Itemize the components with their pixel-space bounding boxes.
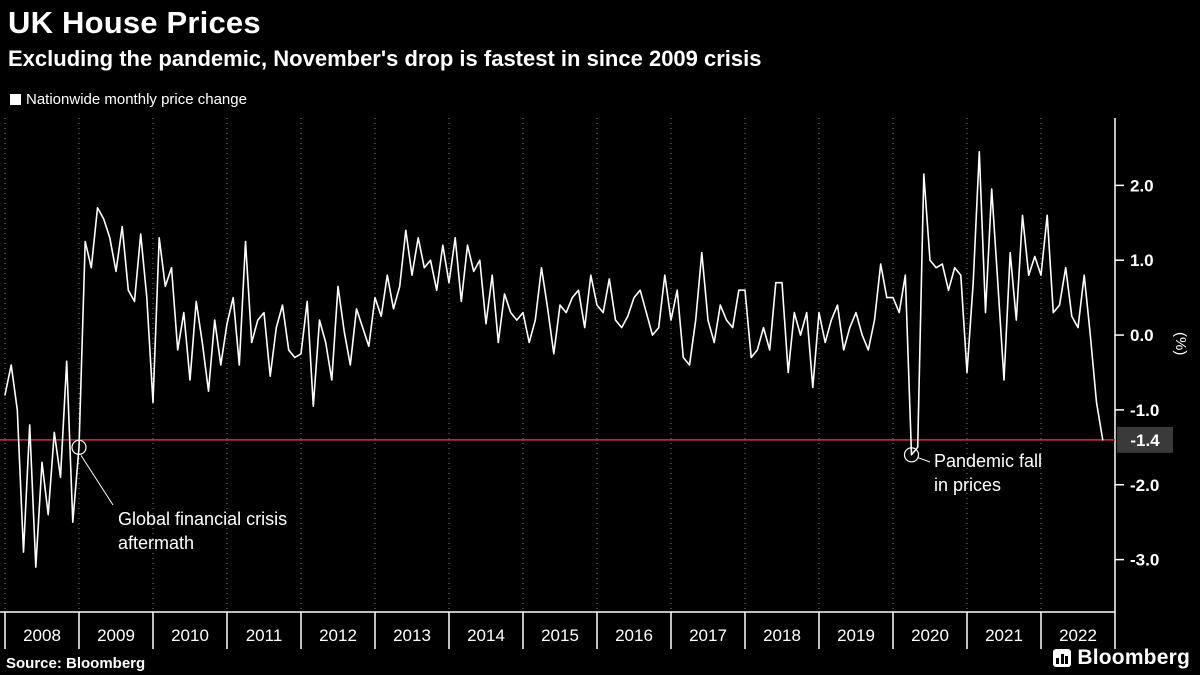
x-axis-label: 2012 <box>319 626 357 645</box>
x-axis-label: 2017 <box>689 626 727 645</box>
price-change-series <box>4 150 1104 568</box>
annotation-line: in prices <box>934 474 1002 495</box>
annotation-marker <box>903 447 920 463</box>
x-axis-label: 2008 <box>23 626 61 645</box>
x-axis-label: 2018 <box>763 626 801 645</box>
x-axis-label: 2009 <box>97 626 135 645</box>
x-axis-label: 2010 <box>171 626 209 645</box>
y-axis-label: 0.0 <box>1130 326 1154 345</box>
x-axis-label: 2013 <box>393 626 431 645</box>
x-axis-label: 2014 <box>467 626 505 645</box>
page-title: UK House Prices <box>8 5 261 40</box>
y-axis-label: -2.0 <box>1130 476 1159 495</box>
y-axis-label: 1.0 <box>1130 251 1154 270</box>
annotation-leader-line <box>80 455 114 506</box>
bloomberg-logo-icon <box>1053 649 1072 667</box>
x-axis-label: 2016 <box>615 626 653 645</box>
y-axis-label: -1.0 <box>1130 401 1159 420</box>
annotation-line: aftermath <box>118 532 195 553</box>
y-axis-label: 2.0 <box>1130 176 1154 195</box>
bloomberg-logo-text: Bloomberg <box>1077 646 1190 669</box>
x-axis-label: 2015 <box>541 626 579 645</box>
source-credit: Source: Bloomberg <box>6 655 146 672</box>
annotation-leader-line <box>918 457 931 463</box>
legend-swatch-icon <box>10 94 21 105</box>
x-axis-label: 2019 <box>837 626 875 645</box>
x-axis-label: 2022 <box>1059 626 1097 645</box>
annotation-global-financial-crisis: Global financial crisis aftermath <box>118 508 287 556</box>
annotation-marker <box>71 439 87 455</box>
annotation-line: Pandemic fall <box>934 451 1043 471</box>
chart-legend: Nationwide monthly price change <box>10 91 247 108</box>
chart-subtitle: Excluding the pandemic, November's drop … <box>8 46 762 71</box>
y-axis-unit-label: (%) <box>1172 332 1189 356</box>
y-axis-label: -3.0 <box>1130 551 1159 570</box>
last-value-label: -1.4 <box>1130 431 1160 450</box>
bloomberg-logo: Bloomberg <box>1053 646 1190 670</box>
x-axis-label: 2011 <box>246 626 283 645</box>
x-axis-label: 2021 <box>985 626 1023 645</box>
legend-label: Nationwide monthly price change <box>26 91 247 108</box>
annotation-line: Global financial crisis <box>118 509 288 529</box>
last-value-badge <box>1117 426 1173 453</box>
annotation-pandemic-fall: Pandemic fall in prices <box>934 450 1042 498</box>
x-axis-label: 2020 <box>911 626 949 645</box>
